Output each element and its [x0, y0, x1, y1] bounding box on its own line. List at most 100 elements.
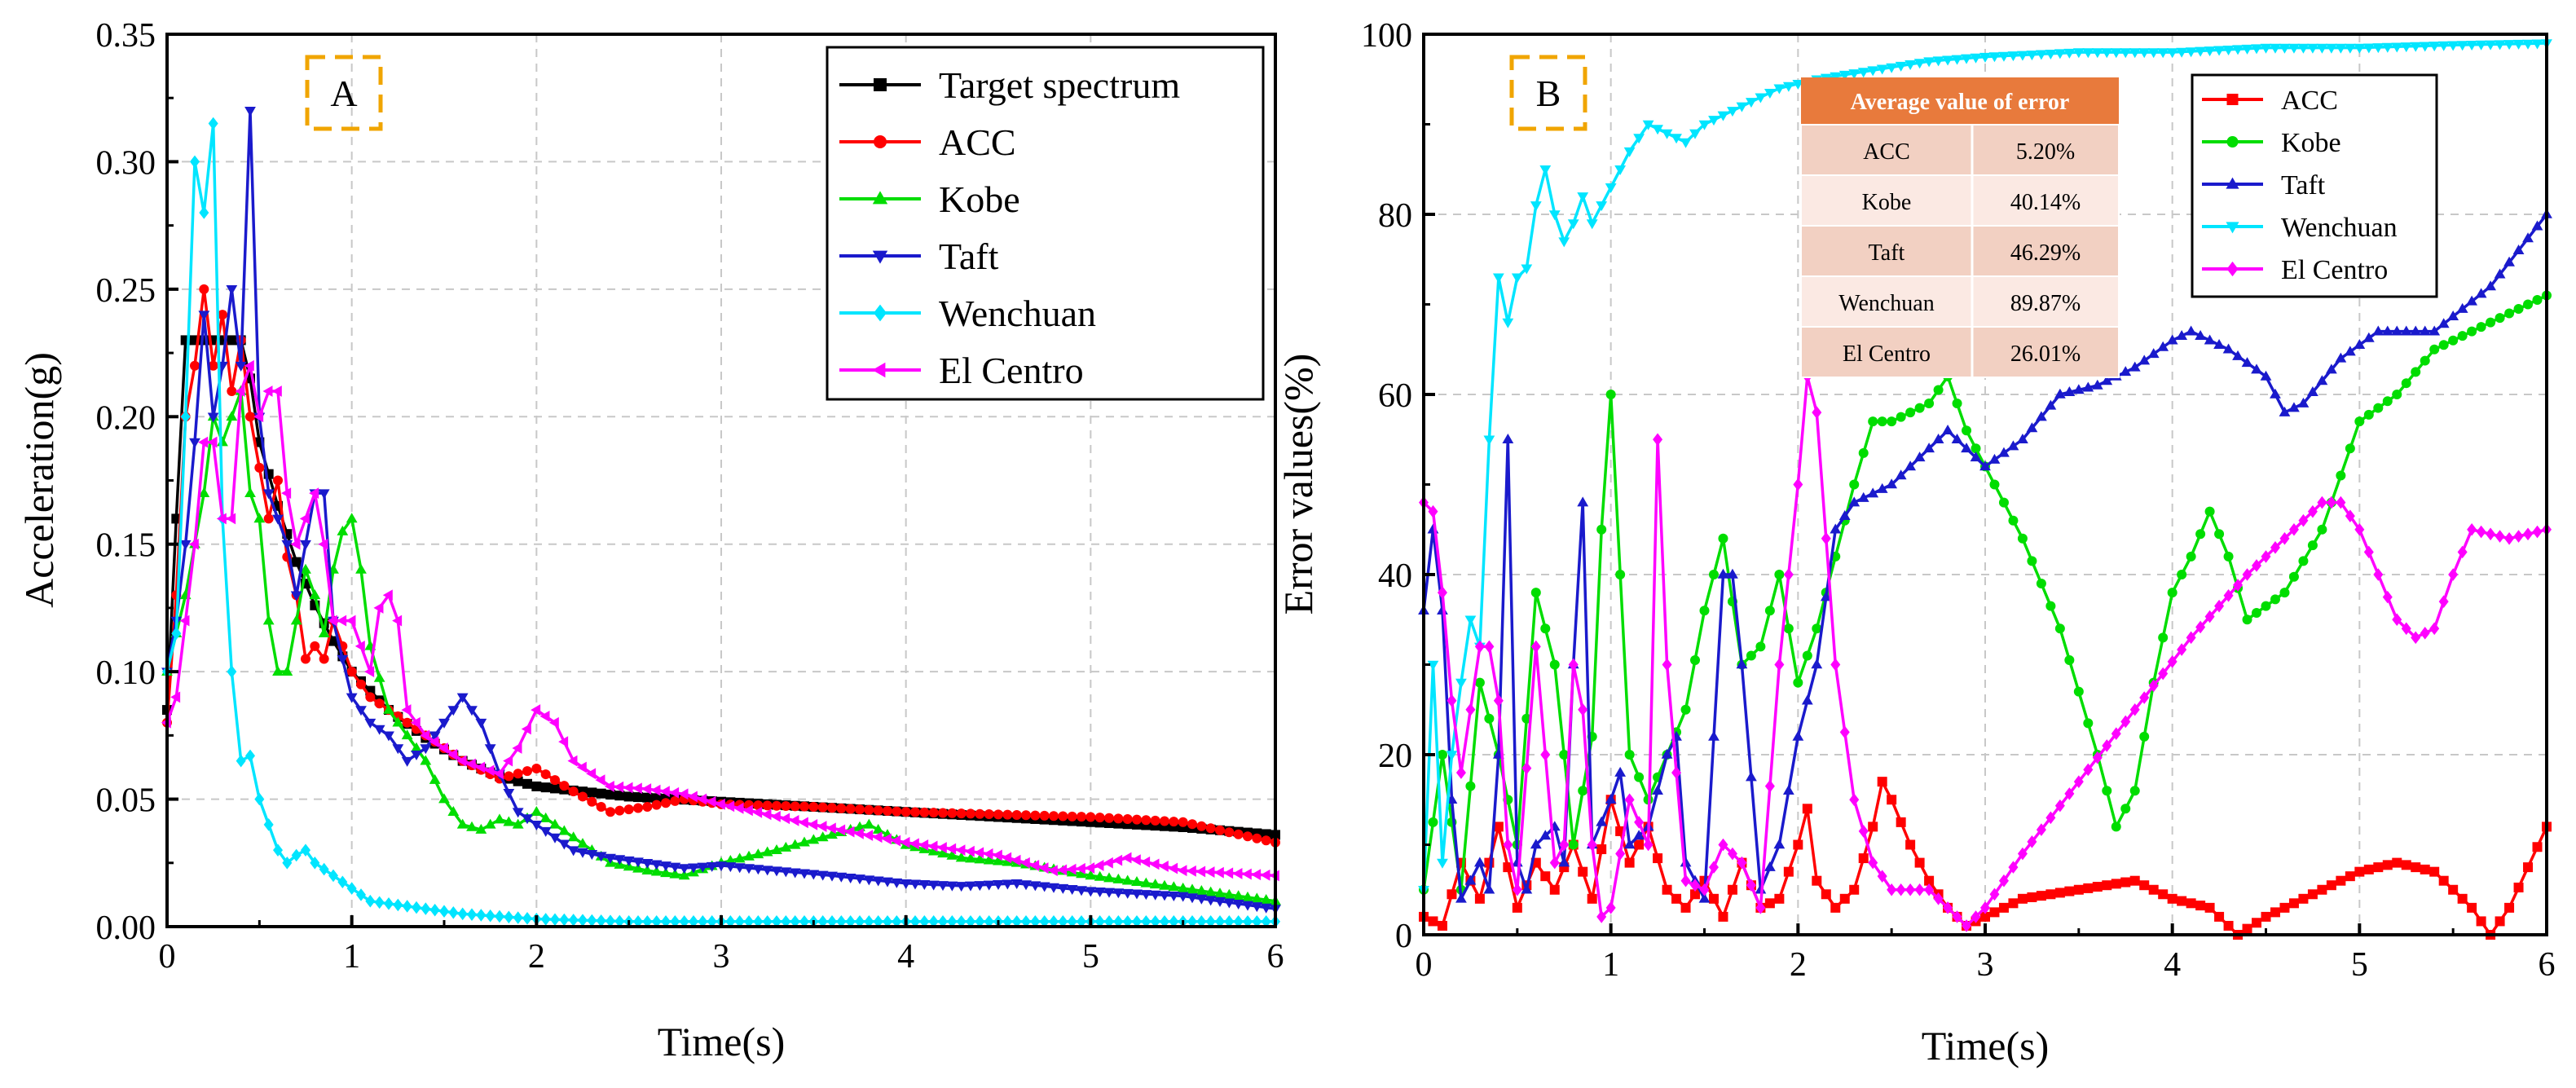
panel-b-point-kobe [1708, 570, 1719, 579]
panel-b-point-el-centro [1980, 901, 1990, 914]
panel-b-point-wenchuan [2251, 44, 2262, 55]
panel-a-point-taft [650, 860, 663, 870]
panel-b-point-wenchuan [1652, 125, 1663, 135]
panel-b-point-wenchuan [1605, 183, 1617, 194]
panel-a-point-wenchuan [1122, 914, 1133, 928]
panel-a-point-taft [965, 881, 976, 892]
panel-a-legend-label-el-centro: El Centro [939, 350, 1084, 391]
panel-b-point-wenchuan [2185, 47, 2197, 58]
panel-b-point-el-centro [2167, 655, 2177, 668]
panel-b-point-acc [1493, 822, 1504, 832]
panel-a-point-wenchuan [1224, 914, 1235, 928]
panel-b-point-el-centro [1512, 883, 1522, 896]
panel-b-point-wenchuan [2494, 40, 2506, 51]
panel-b-point-wenchuan [1680, 138, 1692, 148]
panel-b-point-taft [2260, 370, 2272, 381]
panel-b-series-group [1418, 39, 2552, 940]
panel-a-point-el-centro [742, 804, 753, 817]
panel-b-point-taft [2362, 332, 2375, 342]
panel-a-point-taft [456, 693, 469, 703]
panel-a-point-acc [892, 806, 902, 817]
panel-b-point-acc [1849, 884, 1860, 895]
panel-a-point-acc [883, 805, 892, 816]
panel-b-point-wenchuan [1671, 134, 1682, 144]
panel-b-point-taft [1661, 748, 1673, 759]
panel-b-point-taft [2466, 295, 2478, 306]
panel-a-point-kobe [1112, 873, 1125, 883]
panel-a-point-wenchuan [744, 914, 754, 928]
panel-b-point-kobe [2204, 506, 2215, 517]
panel-b-point-acc [2429, 866, 2440, 877]
panel-a-point-taft [724, 862, 737, 873]
panel-a-point-acc [855, 804, 865, 815]
panel-a-point-target-spectrum [623, 791, 634, 802]
panel-a-point-kobe [1149, 879, 1161, 889]
panel-a-point-el-centro [881, 833, 892, 845]
panel-a-point-el-centro [659, 786, 670, 798]
panel-a-point-acc [762, 800, 773, 811]
panel-a-point-acc [531, 764, 542, 774]
panel-b-point-taft [1614, 766, 1627, 777]
panel-b-point-taft [2017, 434, 2028, 444]
panel-a-point-kobe [650, 866, 663, 876]
panel-a-point-kobe [641, 864, 654, 874]
panel-a-legend-marker-taft [872, 250, 888, 264]
panel-a-point-kobe [1214, 888, 1226, 898]
panel-a-point-el-centro [1047, 865, 1058, 877]
panel-a-point-wenchuan [522, 912, 532, 925]
panel-a-point-target-spectrum [540, 782, 551, 793]
panel-b-point-acc [1634, 839, 1645, 850]
panel-a-legend-item-taft: Taft [839, 236, 999, 277]
panel-a-point-kobe [1260, 893, 1272, 904]
panel-b-point-wenchuan [2354, 43, 2366, 54]
panel-a-point-acc [772, 800, 782, 811]
panel-a-point-kobe [1196, 885, 1208, 895]
panel-a-point-kobe [1187, 883, 1198, 894]
panel-b-point-taft [2063, 386, 2076, 397]
panel-a-point-el-centro [863, 830, 874, 841]
panel-a-point-kobe [438, 793, 450, 804]
panel-b-point-el-centro [1718, 838, 1728, 852]
panel-a-point-wenchuan [1215, 914, 1225, 928]
panel-b-point-taft [2129, 361, 2141, 372]
panel-b-point-taft [1764, 861, 1776, 871]
table-row [1800, 225, 2120, 277]
panel-a-point-acc [947, 808, 958, 818]
panel-a-point-kobe [383, 703, 394, 714]
panel-a-point-el-centro [724, 800, 735, 813]
panel-b-point-taft [2381, 325, 2393, 336]
panel-a-legend-marker-wenchuan [874, 304, 887, 322]
panel-b-point-el-centro [1474, 640, 1485, 654]
panel-a-point-el-centro [484, 764, 495, 777]
panel-a-point-kobe [1103, 872, 1115, 883]
panel-a-point-wenchuan [689, 914, 698, 928]
panel-b-point-wenchuan [2419, 42, 2431, 52]
panel-a-point-taft [1223, 898, 1235, 909]
panel-b-point-el-centro [1559, 838, 1570, 852]
panel-b-point-acc [2102, 880, 2112, 891]
panel-b-point-acc [2242, 923, 2252, 934]
panel-b-point-taft [1848, 496, 1860, 507]
panel-a-point-target-spectrum [605, 789, 615, 799]
panel-b-point-el-centro [1530, 640, 1541, 654]
panel-b-point-el-centro [2336, 496, 2346, 509]
panel-a-point-wenchuan [919, 914, 930, 928]
panel-a-point-el-centro [936, 842, 947, 853]
panel-a-point-el-centro [586, 768, 597, 780]
panel-a-point-taft [974, 881, 986, 892]
panel-b-point-taft [2157, 341, 2169, 351]
panel-a-point-wenchuan [245, 749, 255, 763]
panel-b-point-el-centro [1830, 658, 1841, 672]
panel-a-point-el-centro [770, 810, 781, 822]
panel-b-legend-label-el-centro: El Centro [2281, 255, 2388, 285]
table-cell-value: 26.01% [2010, 341, 2081, 367]
panel-b-ytick-label: 80 [1378, 197, 1412, 235]
panel-b-point-el-centro [1727, 847, 1737, 861]
panel-a-point-kobe [1159, 879, 1170, 890]
panel-a-point-taft [281, 540, 293, 550]
panel-b-point-wenchuan [1492, 273, 1504, 284]
panel-b-point-acc [2532, 842, 2543, 852]
panel-a-point-acc [1077, 812, 1086, 822]
panel-b-point-wenchuan [2054, 49, 2066, 59]
panel-a-point-wenchuan [1132, 914, 1142, 928]
